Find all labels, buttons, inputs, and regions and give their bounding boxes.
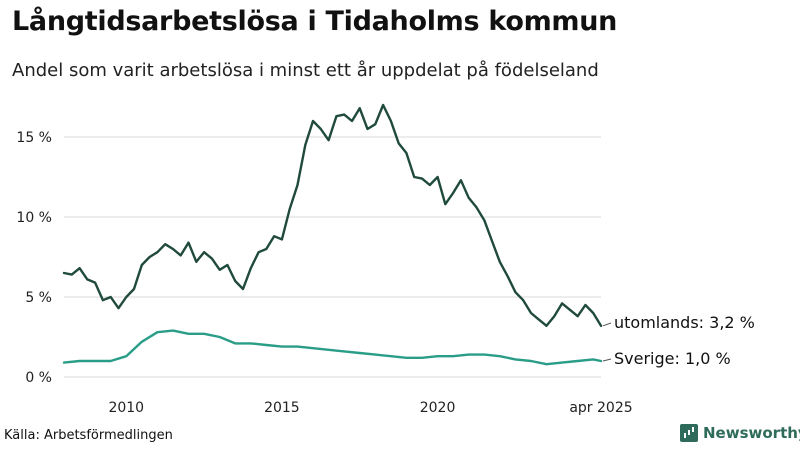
x-tick-label: 2010	[108, 400, 144, 416]
series-lines	[62, 103, 603, 366]
end-label-connector	[602, 358, 612, 362]
x-tick-label: apr 2025	[569, 400, 632, 416]
brand-logo: Newsworthy	[680, 424, 800, 442]
y-tick-label: 15 %	[16, 130, 52, 146]
end-label-utomlands: utomlands: 3,2 %	[614, 313, 755, 332]
x-tick-label: 2020	[420, 400, 456, 416]
y-tick-label: 10 %	[16, 210, 52, 226]
chart-subtitle: Andel som varit arbetslösa i minst ett å…	[12, 60, 599, 81]
source-note: Källa: Arbetsförmedlingen	[4, 428, 173, 443]
x-tick-label: 2015	[264, 400, 300, 416]
end-label-connector	[602, 322, 612, 327]
brand-name: Newsworthy	[703, 424, 800, 442]
y-tick-label: 0 %	[25, 370, 52, 386]
axis-labels: 0 % 5 % 10 % 15 % 2010 2015 2020 apr 2025 utomla…	[16, 130, 754, 416]
series-line-utomlands	[62, 103, 603, 327]
end-label-sverige: Sverige: 1,0 %	[614, 349, 731, 368]
gridlines	[64, 136, 601, 378]
series-line-sverige	[62, 329, 603, 366]
chart-title: Långtidsarbetslösa i Tidaholms kommun	[12, 6, 618, 37]
newsworthy-logo-icon	[680, 424, 698, 442]
y-tick-label: 5 %	[25, 290, 52, 306]
